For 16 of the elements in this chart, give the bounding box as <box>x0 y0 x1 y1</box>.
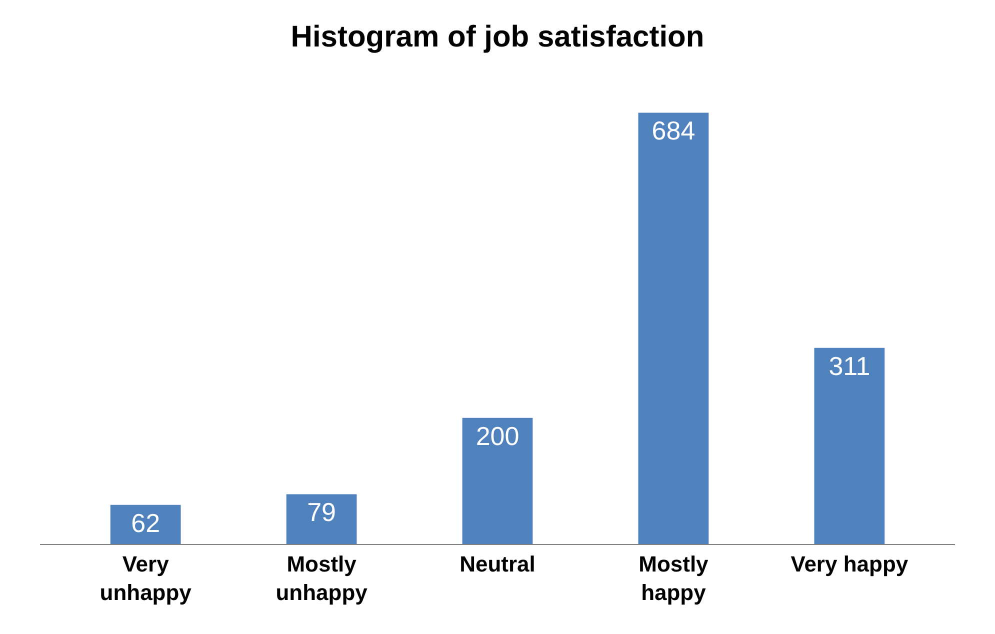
bar <box>814 348 885 544</box>
bar <box>110 504 181 544</box>
bar <box>286 494 357 544</box>
bar <box>462 418 533 544</box>
data-label: 311 <box>828 350 870 381</box>
data-label: 62 <box>131 508 160 538</box>
x-tick-label: Neutral <box>460 551 536 576</box>
bar <box>638 112 709 544</box>
x-tick-label: Mostly unhappy <box>276 551 368 605</box>
x-tick-label: Very unhappy <box>100 551 192 605</box>
x-tick-label: Mostly happy <box>638 551 710 605</box>
data-label: 79 <box>307 497 336 528</box>
chart-title: Histogram of job satisfaction <box>290 20 704 54</box>
x-tick-label: Very happy <box>790 551 909 576</box>
data-label: 200 <box>476 420 520 451</box>
data-label: 684 <box>652 116 696 146</box>
